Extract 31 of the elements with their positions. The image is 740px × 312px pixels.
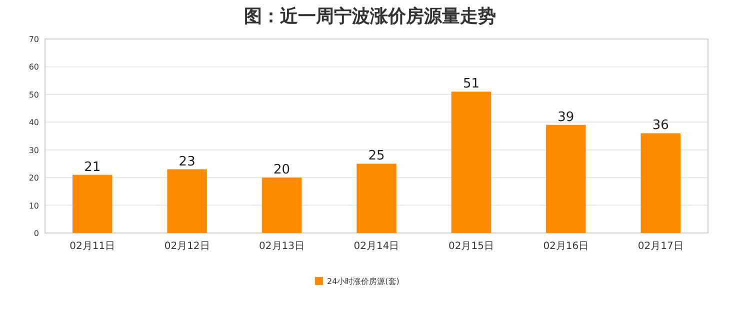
data-label: 21 (84, 160, 101, 175)
y-tick-label: 0 (34, 229, 39, 238)
legend-label: 24小时涨价房源(套) (327, 277, 400, 286)
data-label: 20 (274, 162, 290, 178)
x-tick-label: 02月13日 (259, 241, 305, 252)
bar (356, 164, 396, 233)
data-label: 39 (558, 110, 574, 125)
y-tick-label: 10 (28, 201, 39, 210)
bar (640, 133, 681, 233)
x-tick-label: 02月15日 (448, 241, 494, 252)
y-tick-label: 50 (28, 90, 39, 100)
data-label: 23 (178, 154, 196, 170)
bar (262, 178, 302, 233)
chart-title: 图：近一周宁波涨价房源量走势 (244, 6, 496, 27)
bar (72, 174, 112, 233)
y-tick-label: 70 (28, 35, 39, 44)
y-tick-label: 40 (28, 118, 39, 128)
bar (451, 92, 492, 233)
x-tick-label: 02月16日 (543, 241, 589, 252)
y-tick-label: 30 (28, 146, 39, 155)
y-tick-label: 20 (28, 174, 39, 183)
x-tick-label: 02月12日 (164, 241, 210, 252)
bar (546, 124, 586, 233)
data-label: 51 (462, 76, 480, 92)
x-tick-label: 02月14日 (354, 241, 400, 252)
x-tick-label: 02月11日 (70, 241, 116, 252)
x-tick-label: 02月17日 (638, 241, 684, 252)
bar (167, 169, 207, 233)
data-label: 36 (652, 118, 669, 134)
y-tick-label: 60 (28, 62, 39, 72)
data-label: 25 (368, 148, 385, 164)
